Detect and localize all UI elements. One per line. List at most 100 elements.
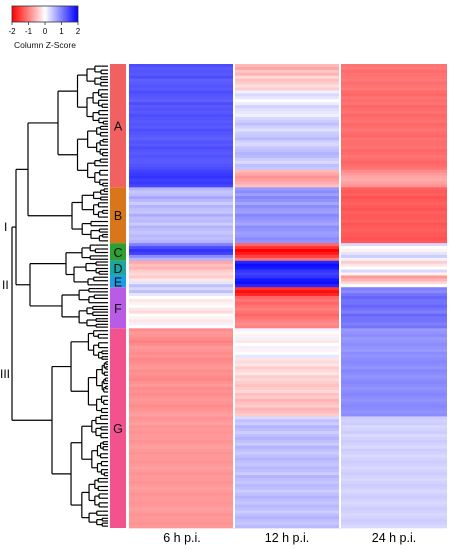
heatmap-cell bbox=[341, 398, 447, 403]
heatmap-cell bbox=[235, 287, 341, 291]
heatmap-cell bbox=[129, 193, 235, 197]
heatmap-cell bbox=[129, 169, 235, 174]
heatmap-cell bbox=[129, 498, 235, 502]
heatmap-cell bbox=[235, 157, 341, 162]
cluster-label-d: D bbox=[113, 262, 122, 276]
heatmap-cell bbox=[129, 469, 235, 473]
heatmap-cell bbox=[235, 222, 341, 226]
dendrogram-group-labels: I II III bbox=[0, 220, 10, 381]
heatmap-cell bbox=[129, 337, 235, 341]
heatmap-cell bbox=[129, 281, 235, 285]
heatmap-cell bbox=[235, 78, 341, 82]
heatmap-cell bbox=[341, 225, 447, 229]
heatmap-cell bbox=[235, 293, 341, 297]
heatmap-cell bbox=[341, 501, 447, 505]
heatmap-cell bbox=[341, 481, 447, 485]
heatmap-cell bbox=[341, 240, 447, 244]
heatmap-cell bbox=[129, 372, 235, 376]
heatmap-cell bbox=[235, 140, 341, 144]
heatmap-cell bbox=[235, 375, 341, 379]
heatmap-cell bbox=[235, 398, 341, 403]
heatmap-cell bbox=[341, 96, 447, 100]
heatmap-cell bbox=[341, 163, 447, 168]
heatmap-cell bbox=[341, 66, 447, 71]
heatmap-cell bbox=[235, 110, 341, 115]
heatmap-cell bbox=[341, 196, 447, 200]
heatmap-cell bbox=[129, 228, 235, 232]
heatmap-cell bbox=[129, 240, 235, 244]
heatmap-cell bbox=[235, 72, 341, 77]
heatmap-cell bbox=[235, 96, 341, 100]
heatmap-cell bbox=[341, 389, 447, 394]
heatmap-cell bbox=[129, 439, 235, 444]
heatmap-cell bbox=[341, 72, 447, 77]
cluster-label-c: C bbox=[113, 246, 122, 260]
heatmap-cell bbox=[235, 99, 341, 103]
heatmap-cell bbox=[235, 263, 341, 267]
heatmap-cell bbox=[235, 149, 341, 153]
heatmap-cell bbox=[235, 269, 341, 273]
heatmap-cell bbox=[341, 152, 447, 156]
heatmap-cell bbox=[235, 384, 341, 388]
heatmap-cell bbox=[235, 301, 341, 306]
heatmap-cell bbox=[129, 137, 235, 141]
heatmap-cell bbox=[341, 146, 447, 150]
heatmap-cell bbox=[129, 181, 235, 185]
heatmap-cell bbox=[235, 489, 341, 494]
heatmap-cell bbox=[235, 108, 341, 112]
heatmap-cell bbox=[235, 134, 341, 138]
heatmap-cell bbox=[341, 369, 447, 373]
heatmap-cell bbox=[341, 463, 447, 467]
heatmap-cell bbox=[235, 478, 341, 482]
heatmap-cell bbox=[129, 219, 235, 223]
heatmap-cell bbox=[235, 372, 341, 376]
heatmap-cell bbox=[235, 325, 341, 329]
heatmap-cell bbox=[129, 213, 235, 218]
heatmap-cell bbox=[129, 113, 235, 118]
heatmap-cell bbox=[129, 187, 235, 191]
heatmap-cell bbox=[235, 207, 341, 212]
heatmap-cell bbox=[129, 389, 235, 394]
heatmap-cell bbox=[235, 501, 341, 505]
column-label-6h: 6 h p.i. bbox=[163, 531, 201, 545]
heatmap-cell bbox=[129, 155, 235, 159]
heatmap-cell bbox=[129, 416, 235, 420]
heatmap-cell bbox=[235, 210, 341, 215]
heatmap-cell bbox=[129, 102, 235, 106]
heatmap-cell bbox=[235, 463, 341, 467]
heatmap-cell bbox=[235, 439, 341, 444]
heatmap-cell bbox=[235, 298, 341, 303]
heatmap-cell bbox=[129, 451, 235, 455]
heatmap-cell bbox=[341, 84, 447, 88]
column-label-12h: 12 h p.i. bbox=[265, 531, 309, 545]
color-key-title: Column Z-Score bbox=[14, 40, 76, 50]
heatmap-cell bbox=[235, 284, 341, 288]
heatmap-cell bbox=[341, 275, 447, 279]
heatmap-cell bbox=[235, 249, 341, 253]
heatmap-cell bbox=[129, 105, 235, 109]
heatmap-cell bbox=[235, 202, 341, 206]
heatmap-cell bbox=[341, 181, 447, 185]
heatmap-cell bbox=[235, 381, 341, 385]
heatmap-cell bbox=[341, 519, 447, 523]
heatmap-cell bbox=[341, 360, 447, 364]
heatmap-cell bbox=[129, 354, 235, 359]
heatmap-cell bbox=[235, 425, 341, 429]
heatmap-cell bbox=[341, 64, 447, 68]
heatmap-cell bbox=[341, 486, 447, 491]
heatmap-cell bbox=[129, 395, 235, 400]
heatmap-cell bbox=[129, 143, 235, 147]
heatmap-cell bbox=[235, 410, 341, 414]
heatmap-cell bbox=[129, 313, 235, 317]
heatmap-cell bbox=[235, 328, 341, 332]
heatmap-cell bbox=[235, 360, 341, 364]
heatmap-cell bbox=[235, 281, 341, 285]
cluster-segment-f bbox=[110, 287, 126, 329]
heatmap-cell bbox=[341, 69, 447, 74]
heatmap-cell bbox=[129, 149, 235, 153]
heatmap-cell bbox=[341, 395, 447, 400]
heatmap-cell bbox=[235, 172, 341, 176]
heatmap-cell bbox=[235, 472, 341, 476]
heatmap-cell bbox=[341, 293, 447, 297]
heatmap-cell bbox=[235, 460, 341, 464]
